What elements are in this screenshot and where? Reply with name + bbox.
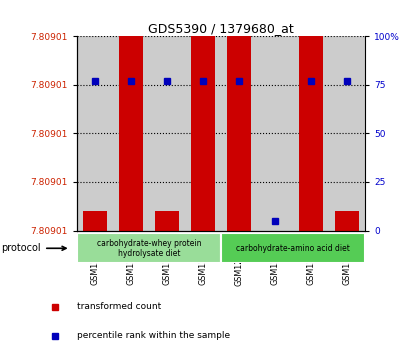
- Bar: [191, 0, 215, 231]
- Bar: [113, 36, 149, 231]
- Bar: [83, 211, 107, 231]
- Text: percentile rank within the sample: percentile rank within the sample: [77, 331, 230, 340]
- Bar: [221, 233, 365, 263]
- Text: carbohydrate-amino acid diet: carbohydrate-amino acid diet: [236, 244, 350, 253]
- Bar: [185, 36, 221, 231]
- Text: protocol: protocol: [2, 243, 66, 253]
- Title: GDS5390 / 1379680_at: GDS5390 / 1379680_at: [148, 22, 294, 35]
- Bar: [299, 0, 323, 231]
- Text: carbohydrate-whey protein
hydrolysate diet: carbohydrate-whey protein hydrolysate di…: [97, 238, 201, 258]
- Text: transformed count: transformed count: [77, 302, 161, 311]
- Bar: [77, 233, 221, 263]
- Bar: [155, 211, 178, 231]
- Bar: [293, 36, 329, 231]
- Bar: [227, 0, 251, 231]
- Bar: [329, 36, 365, 231]
- Bar: [149, 36, 185, 231]
- Bar: [77, 36, 113, 231]
- Bar: [221, 36, 257, 231]
- Bar: [119, 0, 143, 231]
- Bar: [257, 36, 293, 231]
- Bar: [335, 211, 359, 231]
